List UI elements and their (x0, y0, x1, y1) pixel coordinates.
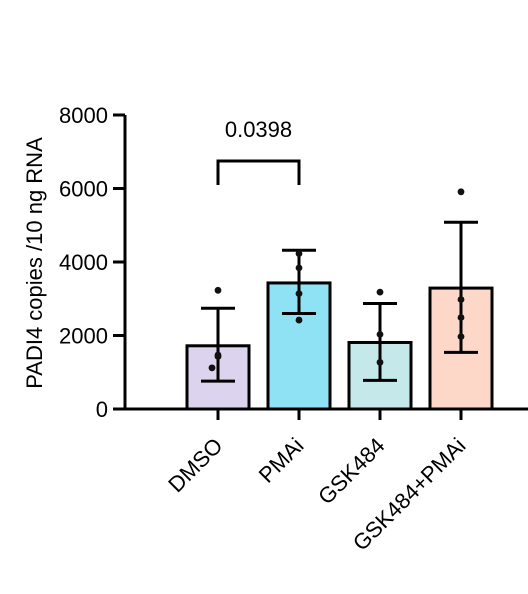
y-tick-label: 6000 (59, 177, 108, 202)
y-tick-label: 0 (96, 397, 108, 422)
data-point (457, 333, 465, 341)
error-bars (201, 220, 478, 383)
data-point (457, 314, 465, 321)
p-value-label: 0.0398 (225, 117, 292, 142)
data-point (376, 358, 384, 366)
y-tick-label: 8000 (59, 103, 108, 128)
data-point (295, 316, 303, 324)
data-point (295, 250, 303, 257)
bars (185, 281, 494, 411)
data-points (208, 188, 465, 372)
y-tick-label: 2000 (59, 324, 108, 349)
y-tick-label: 4000 (59, 250, 108, 275)
x-tick-label: DMSO (163, 433, 227, 497)
significance-annotation: 0.0398 (216, 117, 301, 185)
x-tick-label: GSK484 (313, 433, 389, 509)
data-point (214, 286, 222, 294)
data-point (376, 288, 384, 296)
significance-bracket (216, 159, 301, 185)
y-axis-label: PADI4 copies /10 ng RNA (22, 137, 47, 389)
data-point (457, 188, 465, 196)
data-point (457, 296, 465, 303)
data-point (295, 264, 303, 272)
x-tick-label: PMAi (254, 433, 309, 488)
data-point (376, 330, 384, 338)
y-axis: 0 2000 4000 6000 8000 (59, 103, 127, 422)
data-point (214, 353, 222, 360)
data-point (295, 290, 303, 298)
data-point (208, 364, 216, 372)
